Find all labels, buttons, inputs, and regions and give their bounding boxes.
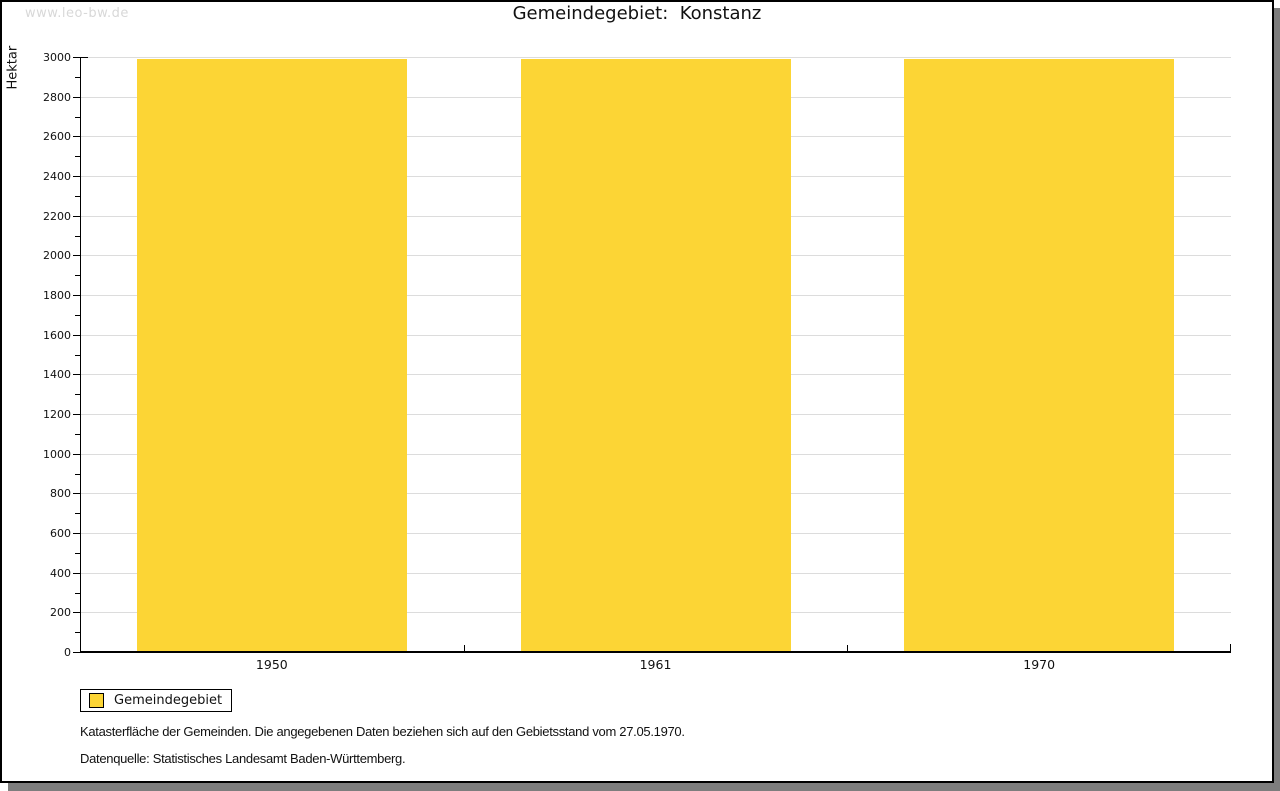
y-minor-tick-900 [75,473,80,475]
y-major-tick-1000 [73,453,80,455]
bar-1950 [136,58,407,651]
y-minor-tick-1100 [75,433,80,435]
legend-label: Gemeindegebiet [114,693,223,708]
watermark-leo-bw: www.leo-bw.de [25,6,129,21]
y-axis-label: Hektar [5,45,21,90]
y-major-tick-1600 [73,334,80,336]
y-tick-label-2200: 2200 [43,209,71,223]
y-tick-label-400: 400 [50,566,71,580]
chart-title: Gemeindegebiet: Konstanz [512,3,762,24]
y-tick-label-0: 0 [64,646,71,659]
y-major-tick-2400 [73,176,80,177]
y-axis-top-cap [80,57,88,58]
x-axis-line [80,651,1231,653]
y-major-tick-400 [73,572,80,574]
y-minor-tick-1500 [75,354,80,356]
y-minor-tick-500 [75,552,80,554]
y-major-tick-1400 [73,374,80,376]
x-tick-label-1970: 1970 [1023,657,1056,672]
legend-swatch-gemeindegebiet [89,693,104,708]
y-major-tick-2000 [73,255,80,257]
y-tick-label-2800: 2800 [43,90,71,104]
y-tick-label-2000: 2000 [43,249,71,263]
y-major-tick-1200 [73,414,80,415]
y-tick-label-2600: 2600 [43,130,71,144]
y-minor-tick-2700 [75,116,80,118]
y-tick-label-3000: 3000 [43,51,71,64]
caption-line-1: Katasterfläche der Gemeinden. Die angege… [80,724,685,739]
y-major-tick-2200 [73,215,80,217]
y-minor-tick-700 [75,513,80,515]
y-tick-label-1200: 1200 [43,408,71,421]
y-major-tick-0 [73,652,80,653]
bar-1970 [904,58,1175,651]
bar-1961 [520,58,791,651]
y-major-tick-3000 [73,57,80,58]
x-boundary-tick-1 [463,645,465,651]
legend-box: Gemeindegebiet [80,689,232,712]
y-tick-label-1000: 1000 [43,447,71,461]
y-major-tick-800 [73,493,80,495]
y-minor-tick-2100 [75,235,80,237]
y-tick-label-1800: 1800 [43,289,71,302]
y-major-tick-1800 [73,295,80,296]
y-major-tick-200 [73,612,80,614]
y-minor-tick-2900 [75,76,80,78]
x-boundary-tick-2 [847,645,849,651]
y-tick-label-600: 600 [50,527,71,540]
x-tick-label-1961: 1961 [639,657,672,672]
y-axis-line [80,57,81,652]
caption-line-2: Datenquelle: Statistisches Landesamt Bad… [80,751,406,766]
y-minor-tick-1900 [75,275,80,277]
y-minor-tick-1700 [75,314,80,316]
y-minor-tick-1300 [75,394,80,396]
x-tick-label-1950: 1950 [255,657,288,672]
y-major-tick-2600 [73,136,80,138]
y-tick-label-2400: 2400 [43,170,71,183]
y-tick-label-200: 200 [50,606,71,620]
y-major-tick-2800 [73,96,80,98]
y-tick-label-1400: 1400 [43,368,71,382]
y-tick-label-1600: 1600 [43,328,71,342]
gridline-3000 [81,57,1231,58]
y-minor-tick-300 [75,592,80,594]
x-axis-end-cap [1230,644,1231,651]
y-major-tick-600 [73,533,80,534]
y-minor-tick-2300 [75,195,80,197]
y-minor-tick-2500 [75,156,80,158]
y-minor-tick-100 [75,632,80,634]
y-tick-label-800: 800 [50,487,71,501]
